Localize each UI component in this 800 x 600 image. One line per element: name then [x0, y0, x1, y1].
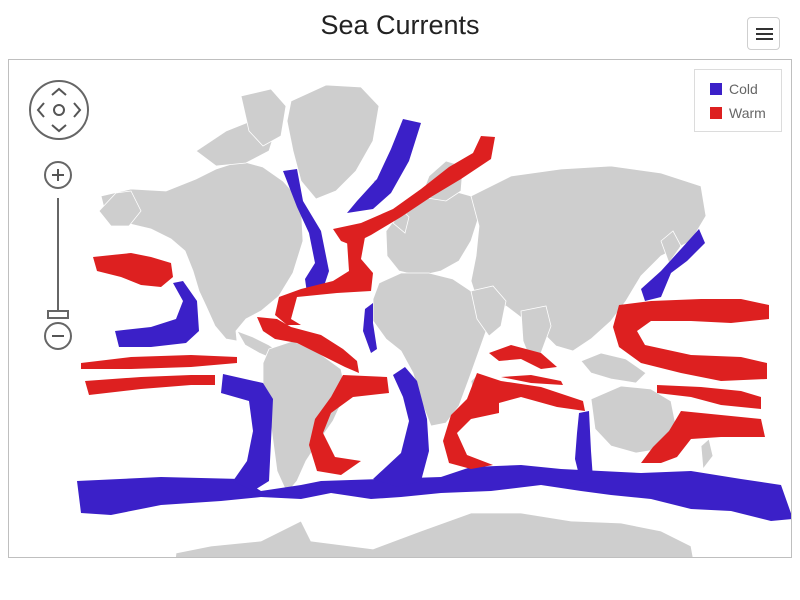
map-legend: Cold Warm — [694, 69, 782, 132]
north-america-land — [100, 160, 304, 342]
brazil-current — [309, 375, 389, 475]
hamburger-menu-button[interactable] — [747, 17, 780, 50]
gulf-stream — [275, 237, 373, 325]
equatorial-counter-current — [657, 385, 761, 409]
south-equatorial-current-pacific — [85, 375, 215, 395]
world-map[interactable] — [8, 59, 792, 558]
pan-left-icon[interactable] — [36, 102, 45, 118]
east-greenland-current — [347, 119, 421, 213]
kuroshio-north-pacific-current — [613, 299, 769, 381]
agulhas-current — [443, 373, 585, 469]
caribbean-current — [257, 317, 359, 373]
benguela-current — [373, 367, 429, 487]
warm-currents-layer — [81, 136, 769, 475]
pan-reset-icon[interactable] — [53, 104, 65, 116]
hamburger-line — [756, 38, 773, 40]
humboldt-current — [221, 374, 273, 491]
legend-item-cold[interactable]: Cold — [710, 81, 758, 97]
california-current — [115, 281, 199, 347]
labrador-current — [283, 169, 329, 293]
antarctica-land — [175, 512, 694, 557]
indian-monsoon-current — [489, 345, 557, 369]
arabia-land — [470, 285, 507, 337]
map-title: Sea Currents — [320, 10, 480, 40]
legend-swatch-cold — [710, 83, 722, 95]
new-zealand-land — [700, 438, 714, 471]
oyashio-current — [641, 229, 705, 301]
north-equatorial-current-pacific — [81, 355, 237, 369]
greenland-land — [286, 84, 380, 200]
land-layer — [98, 84, 714, 557]
east-australian-current — [641, 411, 765, 463]
canary-current — [363, 303, 377, 353]
pan-arrows-icon — [29, 80, 89, 140]
baffin-island-land — [240, 88, 287, 147]
zoom-slider-track[interactable] — [57, 198, 59, 312]
europe-land — [385, 188, 480, 277]
legend-swatch-warm — [710, 107, 722, 119]
pan-control[interactable] — [28, 79, 90, 141]
pan-down-icon[interactable] — [51, 124, 67, 133]
legend-label-cold: Cold — [729, 81, 758, 97]
japan-land — [660, 230, 682, 264]
zoom-slider-handle[interactable] — [47, 310, 69, 319]
north-pacific-drift-west — [93, 253, 173, 287]
north-atlantic-drift — [333, 136, 495, 245]
legend-label-warm: Warm — [729, 105, 766, 121]
hamburger-line — [756, 33, 773, 35]
cold-currents-layer — [77, 119, 791, 521]
legend-item-warm[interactable]: Warm — [710, 105, 766, 121]
southeast-asia-islands-land — [580, 352, 647, 384]
pan-up-icon[interactable] — [51, 87, 67, 96]
pan-right-icon[interactable] — [73, 102, 82, 118]
map-viewport[interactable] — [8, 59, 792, 558]
alaska-land — [98, 190, 142, 227]
zoom-in-button[interactable] — [44, 161, 72, 189]
hamburger-menu-icon — [756, 28, 773, 30]
zoom-out-button[interactable] — [44, 322, 72, 350]
west-australian-current — [575, 411, 593, 483]
antarctic-circumpolar-current — [77, 465, 791, 521]
indian-monsoon-current-lower — [501, 375, 563, 385]
